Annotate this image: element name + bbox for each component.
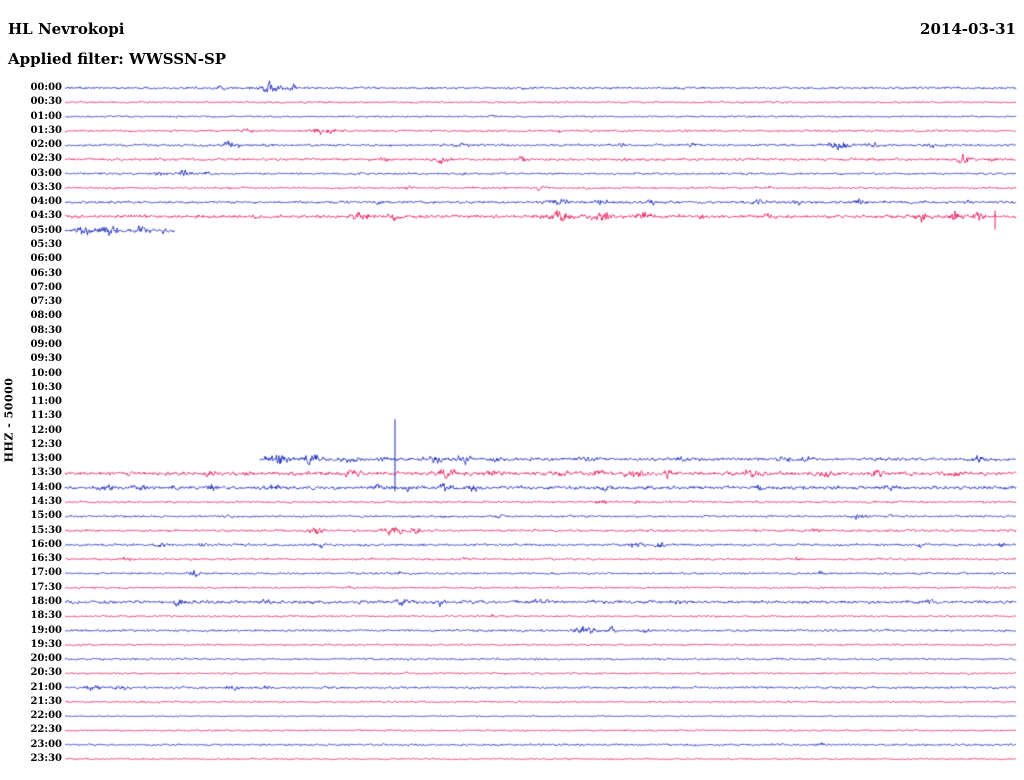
record-date: 2014-03-31 bbox=[920, 20, 1016, 38]
time-label: 00:30 bbox=[30, 96, 62, 108]
time-label: 23:00 bbox=[30, 738, 62, 750]
time-label: 04:30 bbox=[30, 210, 62, 222]
time-label: 14:00 bbox=[30, 481, 62, 493]
time-label: 13:00 bbox=[30, 453, 62, 465]
time-label: 01:00 bbox=[30, 110, 62, 122]
time-label: 06:30 bbox=[30, 267, 62, 279]
time-label: 20:30 bbox=[30, 667, 62, 679]
time-label: 09:30 bbox=[30, 353, 62, 365]
time-label: 12:00 bbox=[30, 424, 62, 436]
applied-filter-label: Applied filter: WWSSN-SP bbox=[8, 50, 227, 68]
time-label: 06:00 bbox=[30, 253, 62, 265]
time-label: 08:00 bbox=[30, 310, 62, 322]
time-label: 15:00 bbox=[30, 510, 62, 522]
time-label: 21:00 bbox=[30, 681, 62, 693]
time-label: 16:00 bbox=[30, 538, 62, 550]
time-label: 04:00 bbox=[30, 196, 62, 208]
time-label: 05:30 bbox=[30, 239, 62, 251]
time-label: 03:30 bbox=[30, 181, 62, 193]
time-label: 07:30 bbox=[30, 296, 62, 308]
channel-scale-label: HHZ - 50000 bbox=[2, 377, 16, 463]
time-label: 01:30 bbox=[30, 124, 62, 136]
time-label: 02:30 bbox=[30, 153, 62, 165]
time-label: 22:30 bbox=[30, 724, 62, 736]
time-label: 19:00 bbox=[30, 624, 62, 636]
time-label: 11:00 bbox=[30, 396, 62, 408]
time-label: 11:30 bbox=[30, 410, 62, 422]
time-label: 09:00 bbox=[30, 338, 62, 350]
time-label: 03:00 bbox=[30, 167, 62, 179]
time-label: 19:30 bbox=[30, 638, 62, 650]
time-label: 02:00 bbox=[30, 139, 62, 151]
time-label: 20:00 bbox=[30, 653, 62, 665]
time-label: 17:00 bbox=[30, 567, 62, 579]
time-label: 18:00 bbox=[30, 595, 62, 607]
time-label: 10:00 bbox=[30, 367, 62, 379]
time-label: 15:30 bbox=[30, 524, 62, 536]
time-label: 16:30 bbox=[30, 553, 62, 565]
time-label: 05:00 bbox=[30, 224, 62, 236]
time-label: 10:30 bbox=[30, 381, 62, 393]
time-label: 00:00 bbox=[30, 82, 62, 93]
time-label: 18:30 bbox=[30, 610, 62, 622]
time-label: 08:30 bbox=[30, 324, 62, 336]
time-label: 21:30 bbox=[30, 695, 62, 707]
station-name: HL Nevrokopi bbox=[8, 20, 125, 38]
time-label: 07:00 bbox=[30, 281, 62, 293]
time-label: 13:30 bbox=[30, 467, 62, 479]
time-label: 12:30 bbox=[30, 438, 62, 450]
time-label: 22:00 bbox=[30, 710, 62, 722]
time-label: 14:30 bbox=[30, 496, 62, 508]
time-label: 17:30 bbox=[30, 581, 62, 593]
time-label: 23:30 bbox=[30, 753, 62, 765]
